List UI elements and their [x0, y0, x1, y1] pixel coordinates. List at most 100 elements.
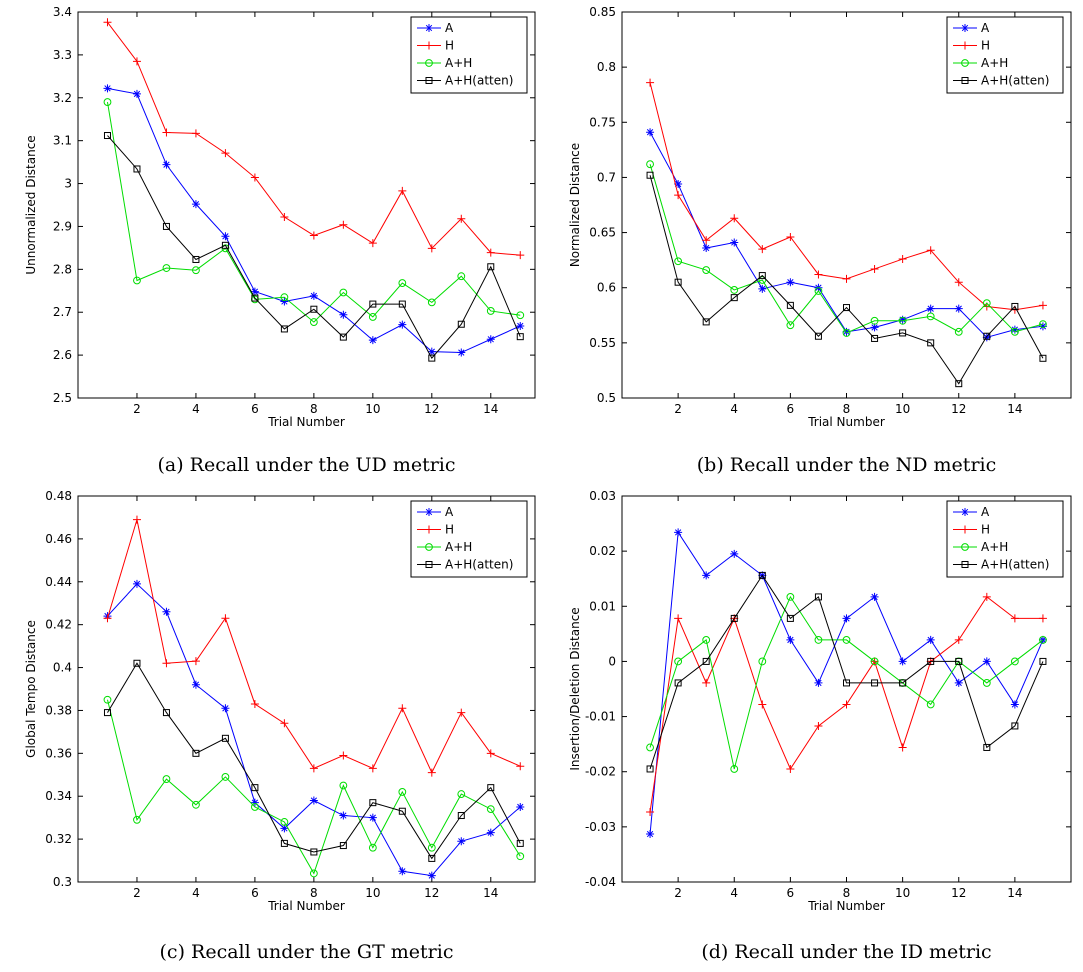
x-tick-label: 6: [251, 886, 259, 900]
data-point: [191, 657, 200, 666]
y-tick-label: 0.01: [589, 599, 616, 613]
data-point: [927, 339, 935, 347]
series-line: [107, 662, 521, 860]
series-a-h: [646, 160, 1047, 337]
series-a-h-atten: [646, 571, 1047, 773]
data-point: [309, 231, 318, 240]
data-point: [954, 278, 963, 287]
data-point: [251, 803, 259, 811]
data-point: [926, 246, 935, 255]
legend-label: A+H: [981, 540, 1008, 554]
legend-marker: [961, 508, 969, 516]
data-point: [786, 301, 794, 309]
data-point: [427, 843, 436, 852]
data-point: [368, 336, 377, 345]
data-point: [339, 220, 348, 229]
x-tick-label: 2: [674, 886, 682, 900]
legend-label: A: [981, 505, 990, 519]
data-point: [926, 635, 935, 644]
data-point: [842, 274, 851, 283]
data-point: [898, 315, 907, 324]
data-point: [898, 657, 907, 666]
data-point: [758, 272, 766, 280]
y-tick-label: 0.48: [45, 489, 72, 503]
x-tick-label: 2: [674, 402, 682, 416]
x-tick-label: 8: [310, 402, 318, 416]
y-axis-label: Normalized Distance: [568, 143, 582, 267]
series-line: [649, 164, 1044, 334]
data-point: [758, 657, 767, 666]
y-tick-label: 3.1: [53, 134, 72, 148]
data-point: [250, 798, 259, 807]
data-point: [730, 214, 739, 223]
data-point: [674, 614, 683, 623]
legend-marker: [961, 59, 969, 67]
data-point: [870, 657, 879, 666]
y-tick-label: 0.55: [589, 336, 616, 350]
data-point: [428, 354, 436, 362]
y-tick-label: 0.8: [597, 60, 616, 74]
y-axis-label: Unnormalized Distance: [24, 135, 38, 274]
data-point: [786, 321, 795, 330]
data-point: [428, 854, 436, 862]
data-point: [487, 784, 495, 792]
data-point: [674, 657, 683, 666]
data-point: [309, 869, 318, 878]
legend-marker: [961, 525, 969, 534]
x-axis-label: Trial Number: [267, 899, 345, 913]
data-point: [427, 244, 436, 253]
data-point: [1039, 320, 1047, 329]
legend-label: H: [981, 523, 990, 537]
x-tick-label: 10: [365, 402, 380, 416]
data-point: [702, 244, 711, 253]
data-point: [926, 700, 935, 709]
y-tick-label: 0.3: [53, 875, 72, 889]
data-point: [1011, 722, 1019, 730]
y-tick-label: 3.2: [53, 91, 72, 105]
data-point: [133, 815, 141, 824]
data-point: [191, 680, 200, 689]
data-point: [427, 768, 436, 777]
panel-caption: (c) Recall under the GT metric: [160, 941, 454, 963]
data-point: [486, 335, 495, 344]
data-point: [339, 842, 347, 850]
data-point: [486, 749, 495, 758]
data-point: [251, 294, 259, 302]
y-tick-label: 3: [64, 177, 72, 191]
legend-marker: [425, 24, 433, 32]
data-point: [730, 294, 738, 302]
data-point: [1010, 325, 1019, 334]
data-point: [730, 549, 739, 558]
data-point: [427, 347, 436, 356]
y-tick-label: 0.38: [45, 703, 72, 717]
data-point: [368, 843, 377, 852]
data-point: [162, 659, 171, 668]
x-tick-label: 10: [365, 886, 380, 900]
data-point: [871, 334, 879, 342]
y-tick-label: 2.8: [53, 262, 72, 276]
data-point: [646, 171, 654, 179]
data-point: [191, 200, 200, 209]
x-tick-label: 12: [424, 402, 439, 416]
data-point: [954, 304, 963, 313]
data-point: [132, 57, 141, 66]
data-point: [221, 149, 230, 158]
data-point: [280, 297, 289, 306]
data-point: [786, 764, 795, 773]
series-a-h: [103, 695, 525, 878]
data-point: [457, 320, 465, 328]
data-point: [457, 348, 466, 357]
data-point: [103, 18, 112, 27]
data-point: [369, 799, 377, 807]
data-point: [221, 232, 230, 241]
legend-marker: [425, 508, 433, 516]
y-tick-label: -0.03: [585, 820, 616, 834]
data-point: [221, 734, 229, 742]
data-point: [309, 796, 318, 805]
data-point: [702, 678, 711, 687]
data-point: [758, 284, 767, 293]
data-point: [309, 318, 318, 326]
data-point: [280, 839, 288, 847]
data-point: [982, 679, 991, 687]
data-point: [842, 700, 851, 709]
